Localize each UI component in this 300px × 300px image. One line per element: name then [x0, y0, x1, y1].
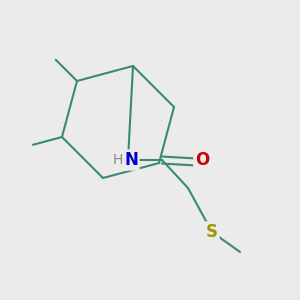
Text: N: N [124, 151, 138, 169]
Text: O: O [195, 151, 209, 169]
Text: S: S [206, 223, 218, 241]
Text: H: H [113, 153, 123, 167]
